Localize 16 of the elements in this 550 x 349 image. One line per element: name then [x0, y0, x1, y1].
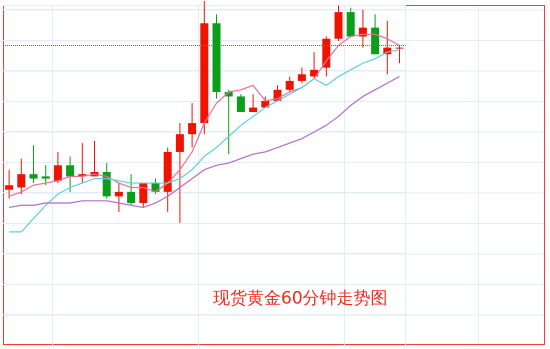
candlestick — [54, 151, 62, 184]
candlestick — [396, 44, 404, 64]
candlestick — [42, 164, 50, 186]
candlestick — [66, 156, 74, 192]
candlestick — [176, 122, 184, 224]
text: 现货黄金60分钟走势图 — [213, 288, 388, 308]
candlestick — [127, 174, 136, 206]
candlestick — [236, 94, 245, 112]
candlestick — [188, 102, 196, 148]
candlestick — [286, 76, 294, 93]
candlestick — [114, 182, 123, 212]
candlestick — [298, 67, 306, 84]
candlestick — [5, 169, 14, 200]
candlestick — [30, 144, 38, 184]
candlestick — [249, 94, 258, 112]
candlestick — [17, 158, 26, 195]
